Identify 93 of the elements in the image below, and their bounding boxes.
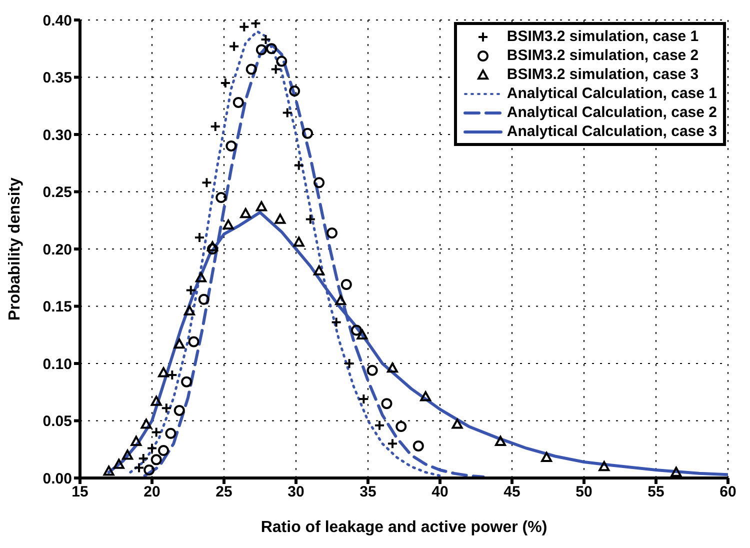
point [198,294,210,305]
point [174,338,185,349]
legend-label: Analytical Calculation, case 2 [506,103,717,122]
point [150,396,162,406]
y-axis-title: Probability density [6,177,24,321]
point [452,418,463,429]
point [366,364,378,376]
point [276,56,288,67]
y-tick-label: 0.25 [42,184,72,202]
point [201,177,212,188]
point [412,440,424,452]
y-tick-label: 0.10 [42,356,72,373]
point [335,295,346,306]
point [150,454,162,466]
y-tick-label: 0.00 [42,470,72,488]
point [270,64,282,75]
point [174,404,185,416]
point [144,464,155,476]
point [256,201,267,212]
point [140,418,152,429]
point [130,436,142,446]
x-tick-label: 25 [216,484,232,501]
point [356,329,368,340]
point [314,177,325,188]
point [206,244,218,254]
y-tick-label: 0.40 [42,12,72,30]
point [158,445,170,456]
point [330,316,342,328]
point [185,284,196,296]
y-tick-label: 0.05 [42,413,72,430]
point [274,214,286,224]
point [340,278,352,290]
point [246,64,257,75]
point [256,44,267,56]
point [232,96,244,108]
point [238,21,250,32]
y-tick-label: 0.35 [42,70,72,87]
point [216,192,227,203]
point [326,227,338,238]
point [381,398,392,410]
x-tick-label: 15 [72,484,88,501]
point [670,466,682,477]
point [228,40,240,52]
x-tick-label: 35 [360,484,376,501]
point [420,391,432,402]
x-tick-label: 30 [288,484,304,501]
point [240,208,252,218]
x-tick-label: 55 [648,484,664,501]
legend-label: BSIM3.2 simulation, case 2 [506,46,699,65]
point [150,426,162,438]
x-axis-title: Ratio of leakage and active power (%) [260,519,548,536]
point [122,450,134,460]
point [350,324,362,336]
x-tick-label: 50 [576,484,592,501]
point [206,241,218,252]
point [195,272,206,282]
point [396,420,407,432]
legend-label: BSIM3.2 simulation, case 3 [506,65,699,84]
y-tick-label: 0.20 [42,241,72,258]
x-tick-label: 40 [432,484,448,501]
point [165,428,176,439]
point [160,402,172,414]
point [293,236,304,247]
point [250,20,262,29]
point [541,452,552,462]
x-tick-label: 45 [504,484,520,501]
point [103,466,114,476]
point [222,219,234,230]
point [386,438,398,450]
legend-label: Analytical Calculation, case 1 [506,84,717,103]
legend-label: BSIM3.2 simulation, case 1 [506,27,699,46]
point [134,462,145,474]
point [304,214,316,225]
point [158,367,170,378]
point [494,436,506,446]
point [289,85,300,96]
point [386,362,398,373]
y-tick-label: 0.30 [42,126,72,144]
point [226,140,237,152]
point [188,336,200,348]
point [314,265,325,276]
point [282,107,293,118]
point [598,461,610,472]
x-tick-label: 20 [144,484,160,501]
point [302,128,314,139]
x-tick-label: 60 [720,484,736,501]
y-tick-label: 0.15 [42,298,72,316]
legend-label: Analytical Calculation, case 3 [506,122,717,141]
point [181,376,192,388]
point [184,305,195,316]
point [374,420,386,431]
point [266,43,278,54]
point [113,458,124,469]
